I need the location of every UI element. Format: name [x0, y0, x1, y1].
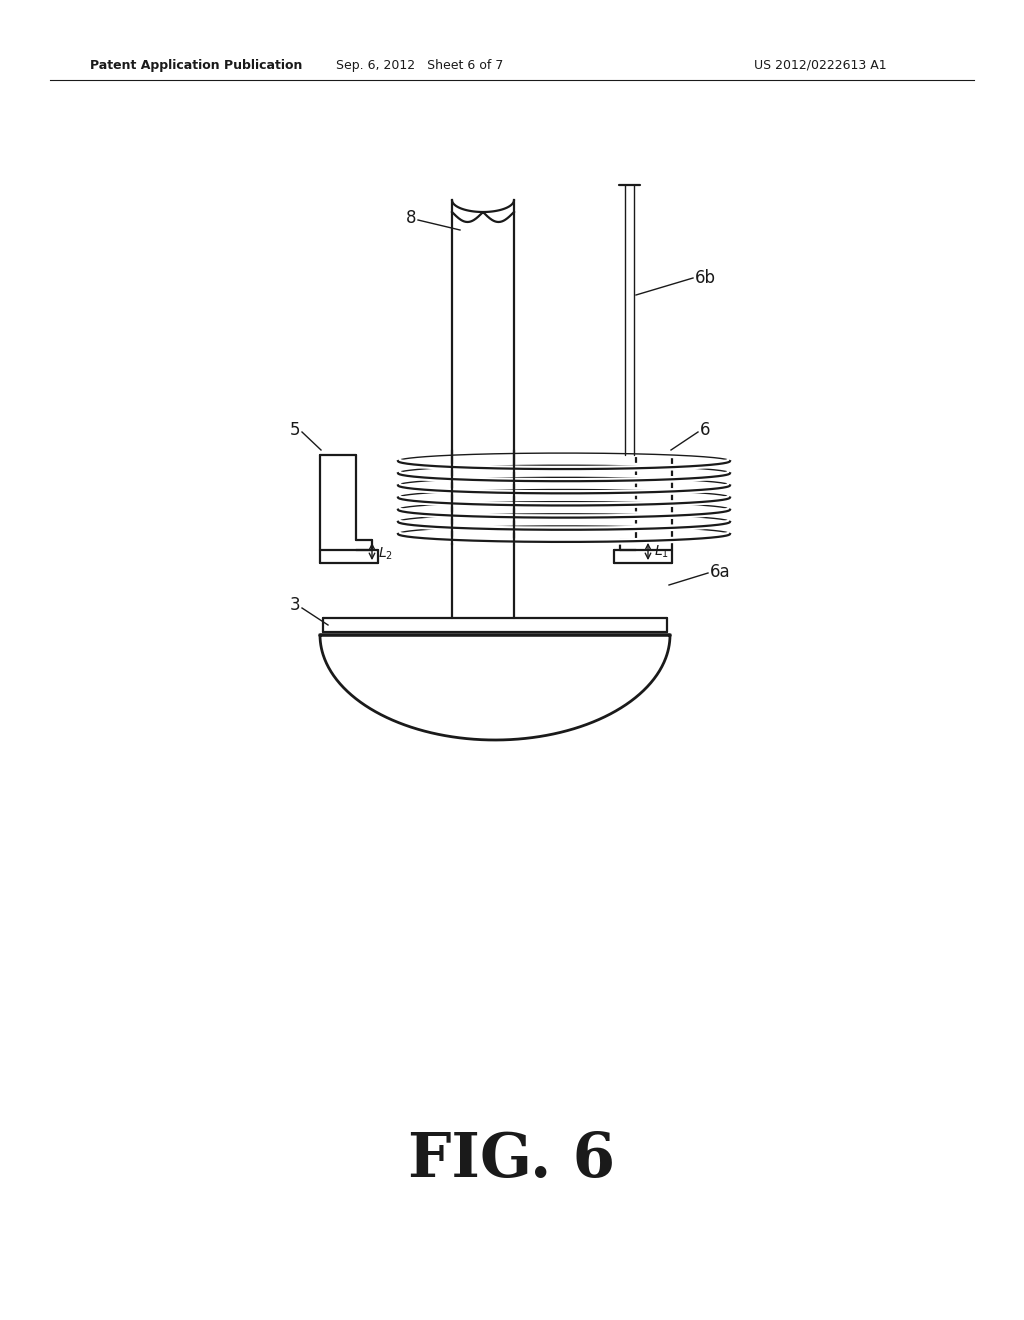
Text: 6b: 6b — [695, 269, 716, 286]
Text: US 2012/0222613 A1: US 2012/0222613 A1 — [754, 58, 887, 71]
Text: 6a: 6a — [710, 564, 731, 581]
Bar — [453, 450, 513, 545]
Text: 3: 3 — [290, 597, 300, 614]
Text: Patent Application Publication: Patent Application Publication — [90, 58, 302, 71]
Text: $L_1$: $L_1$ — [654, 544, 669, 560]
Text: 6: 6 — [700, 421, 711, 440]
Text: FIG. 6: FIG. 6 — [409, 1130, 615, 1191]
Text: 8: 8 — [406, 209, 416, 227]
Text: Sep. 6, 2012   Sheet 6 of 7: Sep. 6, 2012 Sheet 6 of 7 — [336, 58, 504, 71]
Text: $L_2$: $L_2$ — [378, 545, 393, 562]
Text: 5: 5 — [290, 421, 300, 440]
